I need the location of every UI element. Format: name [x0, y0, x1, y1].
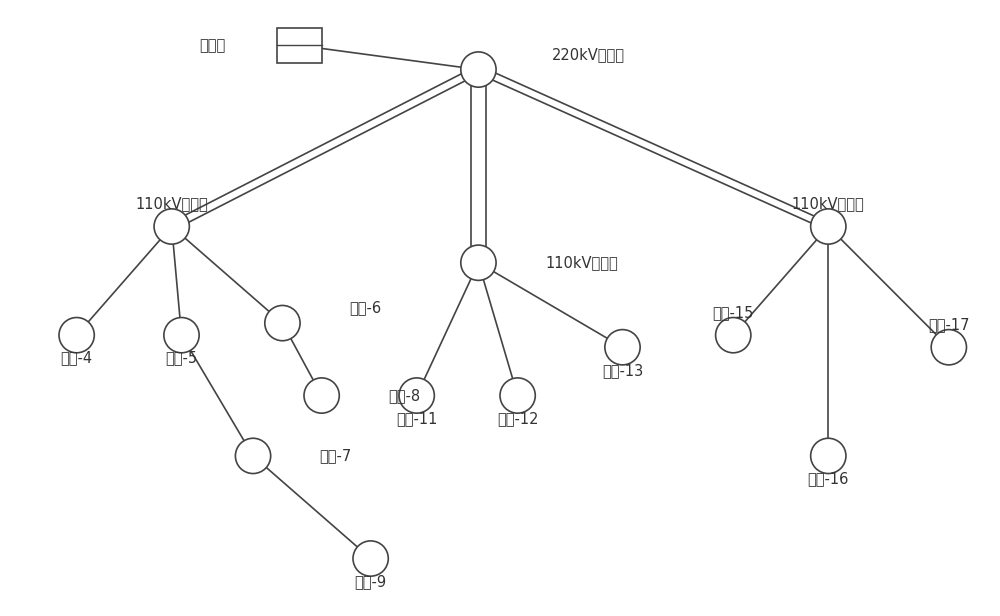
- Text: 母线-13: 母线-13: [602, 363, 643, 378]
- Text: 母线-12: 母线-12: [497, 411, 538, 426]
- Ellipse shape: [304, 378, 339, 413]
- Text: 110kV变电站: 110kV变电站: [545, 255, 618, 270]
- Text: 母线-11: 母线-11: [396, 411, 437, 426]
- Ellipse shape: [500, 378, 535, 413]
- Text: 发电厂: 发电厂: [199, 38, 226, 53]
- Ellipse shape: [811, 209, 846, 244]
- Text: 110kV变电站: 110kV变电站: [135, 196, 208, 211]
- Text: 母线-4: 母线-4: [61, 351, 93, 366]
- Bar: [277, 28, 322, 63]
- Ellipse shape: [59, 317, 94, 353]
- Text: 母线-6: 母线-6: [349, 301, 381, 315]
- Text: 母线-17: 母线-17: [928, 317, 970, 332]
- Ellipse shape: [235, 438, 271, 474]
- Text: 母线-16: 母线-16: [808, 471, 849, 487]
- Ellipse shape: [716, 317, 751, 353]
- Text: 母线-9: 母线-9: [355, 574, 387, 589]
- Ellipse shape: [461, 52, 496, 87]
- Ellipse shape: [605, 330, 640, 365]
- Text: 母线-7: 母线-7: [320, 448, 352, 463]
- Text: 母线-15: 母线-15: [713, 305, 754, 320]
- Ellipse shape: [164, 317, 199, 353]
- Text: 110kV变电站: 110kV变电站: [792, 196, 865, 211]
- Ellipse shape: [811, 438, 846, 474]
- Ellipse shape: [265, 306, 300, 341]
- Ellipse shape: [399, 378, 434, 413]
- Ellipse shape: [931, 330, 966, 365]
- Ellipse shape: [461, 245, 496, 280]
- Text: 220kV变电站: 220kV变电站: [552, 47, 625, 62]
- Ellipse shape: [353, 541, 388, 576]
- Ellipse shape: [154, 209, 189, 244]
- Text: 母线-8: 母线-8: [388, 388, 420, 403]
- Text: 母线-5: 母线-5: [165, 351, 198, 366]
